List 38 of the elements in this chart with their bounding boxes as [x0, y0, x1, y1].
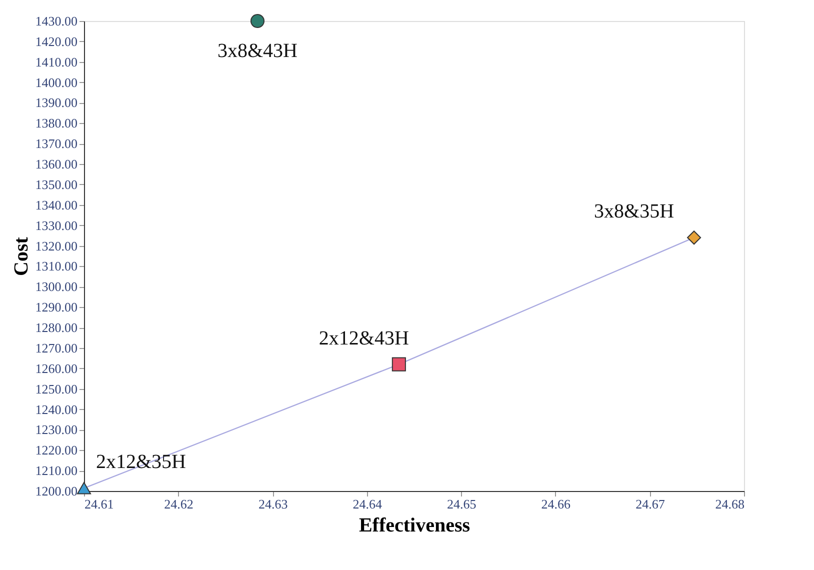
x-tick-label: 24.68	[715, 496, 744, 512]
y-tick-label: 1320.00	[35, 238, 78, 254]
y-tick-label: 1370.00	[35, 136, 78, 152]
y-tick-label: 1310.00	[35, 258, 78, 274]
y-tick-label: 1210.00	[35, 463, 78, 478]
x-tick-label: 24.65	[447, 496, 476, 512]
y-tick-label: 1430.00	[35, 14, 78, 28]
y-tick-label: 1340.00	[35, 197, 78, 212]
y-tick-label: 1280.00	[35, 320, 78, 336]
y-tick-label: 1360.00	[35, 156, 78, 172]
y-tick-label: 1200.00	[35, 484, 78, 498]
y-tick-label: 1270.00	[35, 340, 78, 356]
series-label: 2x12&35H	[96, 451, 186, 474]
y-tick-label: 1330.00	[35, 218, 78, 233]
y-tick-label: 1290.00	[35, 300, 78, 315]
series-label: 3x8&43H	[217, 40, 298, 62]
x-tick-label: 24.66	[541, 496, 572, 512]
y-tick-label: 1260.00	[35, 360, 78, 376]
x-axis-title: Effectiveness	[358, 514, 470, 536]
series-label: 2x12&43H	[318, 327, 409, 350]
y-tick-label: 1220.00	[35, 442, 78, 458]
y-tick-label: 1240.00	[35, 402, 78, 417]
x-tick-label: 24.64	[352, 496, 382, 512]
y-tick-label: 1380.00	[35, 116, 78, 131]
series-label: 3x8&35H	[594, 200, 674, 223]
x-tick-label: 24.62	[164, 496, 194, 512]
y-tick-label: 1410.00	[35, 54, 78, 70]
x-tick-label: 24.61	[84, 496, 114, 512]
y-tick-label: 1300.00	[35, 279, 78, 294]
x-tick-label: 24.63	[258, 496, 288, 512]
y-tick-label: 1350.00	[35, 176, 78, 192]
y-tick-label: 1230.00	[35, 422, 78, 438]
y-tick-label: 1420.00	[35, 34, 78, 49]
y-tick-label: 1400.00	[35, 74, 78, 90]
y-axis-title: Cost	[10, 236, 32, 276]
y-tick-label: 1250.00	[35, 381, 78, 396]
y-tick-label: 1390.00	[35, 95, 78, 110]
x-tick-label: 24.67	[636, 496, 666, 512]
